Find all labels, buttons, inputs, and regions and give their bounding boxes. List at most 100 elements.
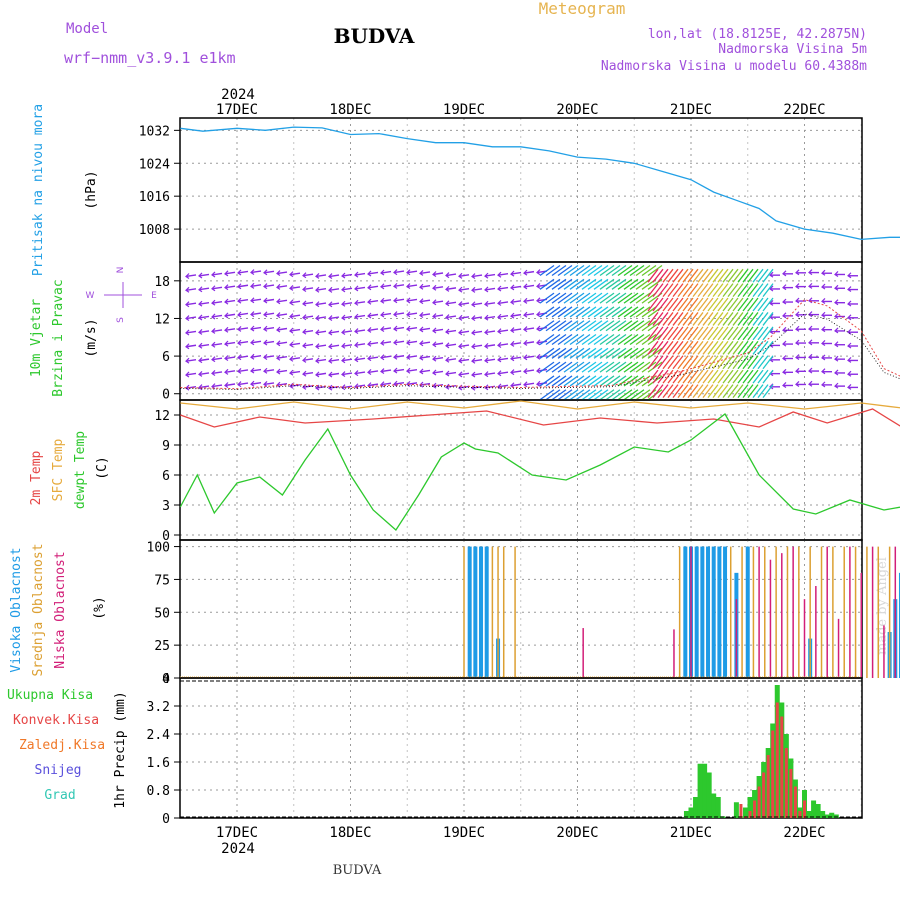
wind-arrowhead — [419, 312, 424, 318]
wind-arrowhead — [302, 370, 307, 377]
wind-arrowhead — [536, 311, 541, 318]
wind-arrowhead — [380, 354, 385, 361]
wind-barb — [419, 285, 431, 288]
wind-arrowhead — [847, 383, 852, 390]
wind-barb-band — [635, 333, 651, 346]
wind-barb — [315, 344, 327, 348]
wind-barb — [471, 302, 483, 306]
wind-arrowhead — [315, 343, 320, 350]
wind-barb — [198, 315, 210, 319]
wind-barb-hot — [677, 384, 689, 398]
wind-barb — [393, 382, 405, 385]
wind-barb-hot — [697, 340, 709, 355]
wind-gust-line — [180, 313, 900, 390]
wind-arrowhead — [237, 325, 242, 332]
wind-barb — [341, 315, 353, 319]
wind-arrowhead — [198, 328, 203, 335]
wind-arrowhead — [445, 314, 450, 321]
wind-barb — [458, 358, 470, 362]
wind-barb-band — [611, 306, 627, 318]
high-cloud-bar — [479, 546, 484, 678]
wind-barb-band — [647, 264, 663, 277]
wind-barb — [250, 298, 262, 302]
wind-barb-hot — [757, 326, 769, 341]
wind-barb-band — [629, 389, 645, 401]
wind-barb — [276, 285, 288, 289]
wind-barb-hot — [737, 369, 749, 384]
wind-barb-hot — [667, 268, 679, 283]
wind-barb-band — [569, 292, 585, 304]
wind-barb — [419, 341, 431, 345]
wind-barb-band — [581, 333, 597, 346]
wind-barb-band — [617, 389, 633, 401]
wind-arrowhead — [393, 269, 398, 276]
wind-arrowhead — [341, 384, 346, 391]
wind-arrowhead — [834, 313, 839, 320]
wind-barb-hot — [657, 312, 669, 326]
wind-barb-hot — [747, 312, 759, 326]
wind-arrowhead — [315, 357, 320, 364]
wind-barb — [354, 371, 366, 375]
wind-arrowhead — [821, 326, 826, 333]
wind-arrowhead — [445, 328, 450, 335]
wind-arrowhead — [328, 329, 333, 336]
wind-arrowhead — [484, 300, 489, 307]
wind-barb — [406, 284, 418, 288]
wind-barb-hot — [752, 283, 764, 297]
wind-arrowhead — [263, 325, 268, 332]
wind-arrowhead — [276, 283, 281, 290]
wind-barb — [432, 328, 444, 332]
temp-series-2 — [179, 413, 900, 531]
wind-barb-hot — [692, 297, 704, 312]
wind-barb — [432, 356, 444, 360]
wind-barb — [315, 316, 327, 320]
wind-arrowhead — [367, 326, 372, 333]
wind-barb-band — [635, 264, 651, 277]
wind-barb-band — [599, 264, 615, 277]
wind-arrowhead — [808, 282, 813, 289]
wind-barb — [393, 298, 405, 302]
wind-barb-hot — [762, 268, 774, 283]
wind-barb-hot — [737, 355, 749, 370]
wind-arrowhead — [821, 311, 826, 318]
wind-barb — [198, 358, 210, 362]
wind-barb-hot — [687, 340, 699, 355]
wind-arrowhead — [315, 301, 320, 308]
wind-arrowhead — [821, 269, 826, 276]
wind-arrowhead — [211, 341, 216, 348]
wind-barb — [393, 270, 405, 274]
wind-barb — [393, 326, 405, 330]
wind-arrowhead — [445, 272, 450, 279]
wind-barb — [341, 372, 353, 376]
wind-barb-band — [563, 361, 579, 373]
wind-barb — [328, 372, 340, 376]
wind-barb-band — [539, 320, 555, 332]
wind-barb-band — [569, 333, 585, 346]
pressure-panel: 1008 1016 1024 1032 — [139, 117, 900, 263]
wind-arrowhead — [367, 382, 372, 389]
wind-barb — [510, 285, 522, 289]
bottom-day-label: 21DEC — [670, 825, 712, 841]
wind-barb — [380, 299, 392, 302]
wind-barb-band — [641, 306, 657, 318]
wind-barb — [211, 343, 223, 346]
wind-barb-band — [611, 333, 627, 346]
wind-barb-band — [557, 278, 573, 290]
wind-barb — [211, 314, 223, 318]
wind-barb-band — [563, 320, 579, 332]
conv-precip-bar — [739, 804, 743, 818]
wind-barb-band — [623, 333, 639, 346]
top-day-label: 20DEC — [556, 102, 598, 118]
wind-barb-hot — [647, 268, 659, 283]
wind-arrowhead — [211, 285, 216, 292]
wind-barb-hot — [757, 297, 769, 312]
wind-arrowhead — [354, 383, 359, 390]
wind-barb-band — [599, 389, 615, 401]
wind-barb — [302, 273, 314, 277]
wind-barb-band — [605, 375, 621, 387]
wind-arrowhead — [328, 343, 333, 350]
wind-barb-band — [617, 375, 633, 387]
wind-arrowhead — [471, 371, 476, 378]
wind-arrowhead — [211, 327, 216, 334]
